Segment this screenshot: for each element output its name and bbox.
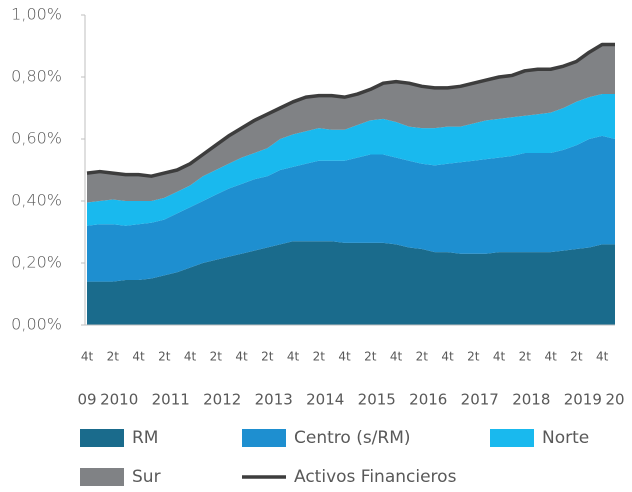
year-label: 2016 <box>409 391 447 409</box>
x-tick-label: 2t <box>261 350 274 364</box>
y-tick-label: 0,80% <box>11 67 62 86</box>
x-tick-label: 2t <box>467 350 480 364</box>
legend-swatch <box>80 429 124 447</box>
legend-label: Norte <box>542 428 589 448</box>
x-tick-label: 4t <box>544 350 557 364</box>
x-tick-label: 4t <box>338 350 351 364</box>
x-tick-label: 4t <box>596 350 609 364</box>
legend-swatch <box>80 468 124 486</box>
x-tick-label: 2t <box>416 350 429 364</box>
legend-swatch <box>490 429 534 447</box>
x-tick-label: 4t <box>493 350 506 364</box>
y-tick-label: 0,20% <box>11 253 62 272</box>
year-label: 2013 <box>255 391 293 409</box>
year-label: 2012 <box>203 391 241 409</box>
year-label: 2019 <box>564 391 602 409</box>
area <box>87 241 615 325</box>
legend-label: Centro (s/RM) <box>294 428 411 448</box>
x-tick-label: 4t <box>81 350 94 364</box>
legend-label: Sur <box>132 467 161 487</box>
year-label: 2011 <box>152 391 190 409</box>
y-tick-label: 1,00% <box>11 5 62 24</box>
y-tick-label: 0,00% <box>11 315 62 334</box>
year-label: 2014 <box>306 391 344 409</box>
x-tick-label: 2t <box>570 350 583 364</box>
x-tick-label: 4t <box>235 350 248 364</box>
total-line <box>86 42 615 178</box>
x-tick-label: 4t <box>441 350 454 364</box>
area <box>87 94 615 226</box>
x-tick-label: 4t <box>287 350 300 364</box>
year-label: 2018 <box>512 391 550 409</box>
y-tick-label: 0,40% <box>11 191 62 210</box>
year-label: 2010 <box>100 391 138 409</box>
x-tick-label: 2t <box>519 350 532 364</box>
x-tick-label: 4t <box>390 350 403 364</box>
year-label: 09 <box>77 391 96 409</box>
x-tick-label: 2t <box>107 350 120 364</box>
area <box>87 44 615 203</box>
y-tick-label: 0,60% <box>11 129 62 148</box>
x-tick-label: 2t <box>158 350 171 364</box>
legend-label: Activos Financieros <box>294 467 457 487</box>
x-tick-label: 4t <box>132 350 145 364</box>
year-label: 20 <box>605 391 624 409</box>
legend-swatch <box>242 429 286 447</box>
x-tick-label: 2t <box>210 350 223 364</box>
x-tick-label: 2t <box>313 350 326 364</box>
year-label: 2017 <box>461 391 499 409</box>
legend-label: RM <box>132 428 158 448</box>
x-tick-label: 4t <box>184 350 197 364</box>
year-label: 2015 <box>358 391 396 409</box>
area <box>87 135 615 282</box>
x-tick-label: 2t <box>364 350 377 364</box>
